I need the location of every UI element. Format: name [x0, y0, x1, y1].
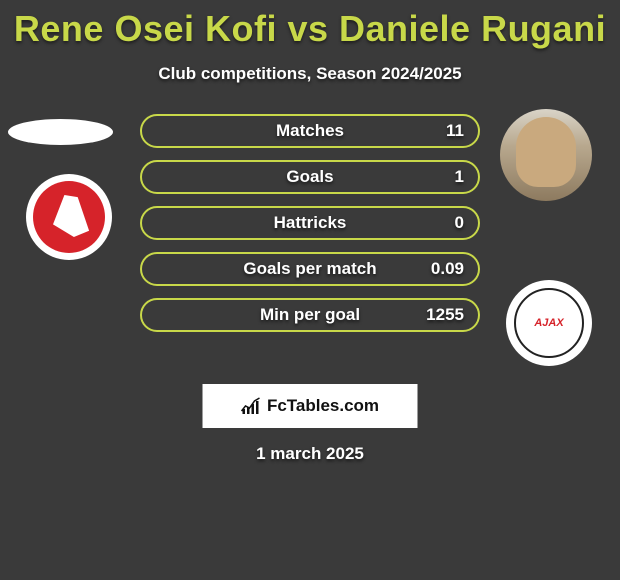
date-label: 1 march 2025	[0, 444, 620, 464]
ajax-icon: AJAX	[514, 288, 584, 358]
brand-box: FcTables.com	[203, 384, 418, 428]
stat-row-goals: Goals 1	[140, 160, 480, 194]
page-title: Rene Osei Kofi vs Daniele Rugani	[0, 0, 620, 50]
stat-label: Matches	[142, 116, 478, 146]
club-right-badge: AJAX	[506, 280, 592, 366]
player-left-avatar	[8, 119, 113, 145]
stat-value: 11	[446, 116, 464, 146]
stat-value: 0.09	[431, 254, 464, 284]
stat-value: 0	[455, 208, 464, 238]
almere-city-icon	[33, 181, 105, 253]
stat-row-goals-per-match: Goals per match 0.09	[140, 252, 480, 286]
stat-row-hattricks: Hattricks 0	[140, 206, 480, 240]
stat-value: 1255	[426, 300, 464, 330]
stat-row-min-per-goal: Min per goal 1255	[140, 298, 480, 332]
subtitle: Club competitions, Season 2024/2025	[0, 64, 620, 84]
stat-label: Goals per match	[142, 254, 478, 284]
stat-label: Goals	[142, 162, 478, 192]
player-right-avatar	[500, 109, 592, 201]
stat-value: 1	[455, 162, 464, 192]
chart-icon	[241, 397, 261, 415]
stat-label: Hattricks	[142, 208, 478, 238]
brand-label: FcTables.com	[267, 396, 379, 416]
club-left-badge	[26, 174, 112, 260]
stats-list: Matches 11 Goals 1 Hattricks 0 Goals per…	[140, 114, 480, 344]
stat-row-matches: Matches 11	[140, 114, 480, 148]
